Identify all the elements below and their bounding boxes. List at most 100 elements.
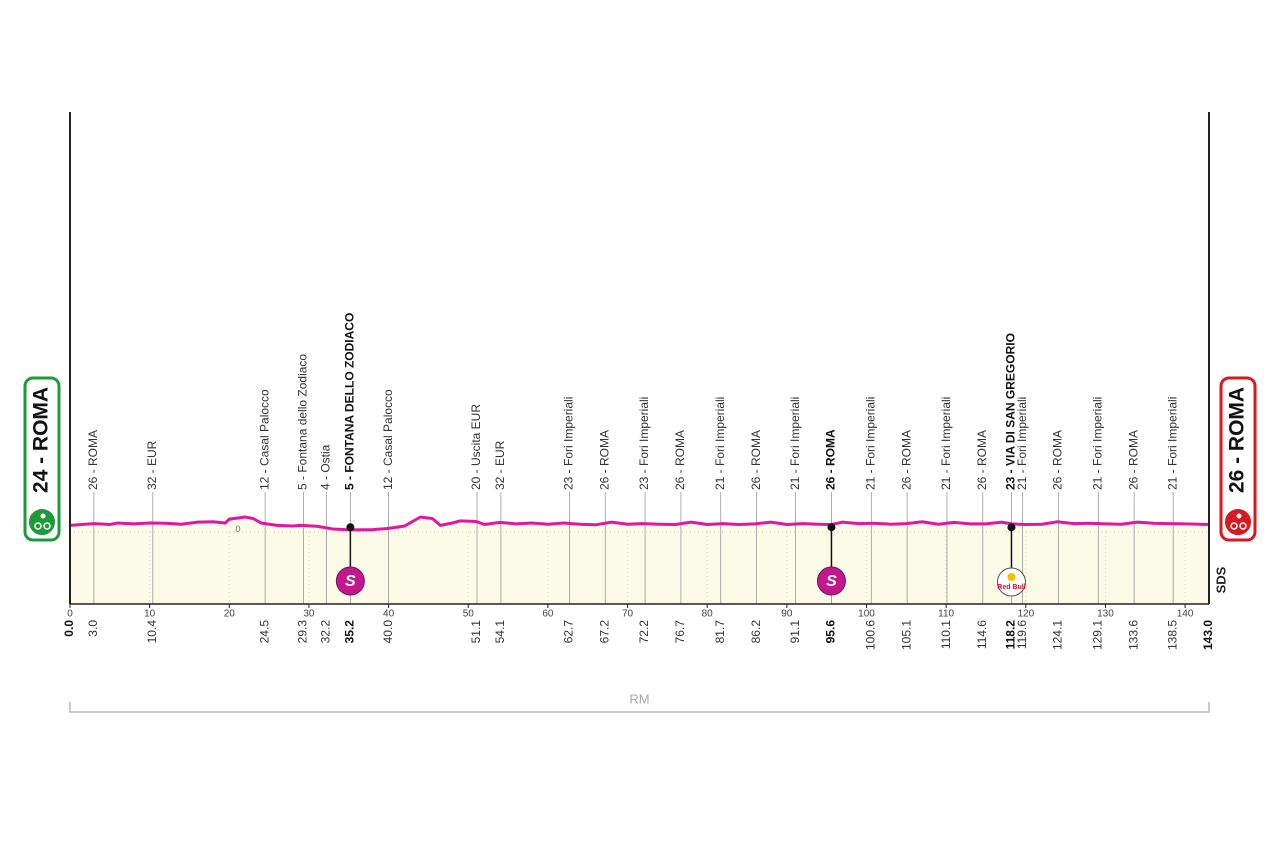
sprint-label: S bbox=[345, 573, 356, 590]
finish-badge bbox=[1219, 376, 1257, 542]
waypoint-name: 21 - Fori Imperiali bbox=[1015, 397, 1029, 490]
waypoint-name: 26 - ROMA bbox=[824, 429, 838, 490]
x-tick-label: 70 bbox=[622, 609, 634, 620]
km-label: 51.1 bbox=[469, 620, 483, 644]
km-label: 29.3 bbox=[296, 620, 310, 644]
km-label: 129.1 bbox=[1090, 620, 1104, 650]
finish-icon-head bbox=[1236, 513, 1242, 519]
sprint-dot bbox=[346, 523, 355, 532]
waypoint-name: 26 - ROMA bbox=[1126, 430, 1140, 490]
finish-icon-wheel bbox=[1230, 522, 1238, 530]
km-label: 81.7 bbox=[713, 620, 727, 644]
waypoint-name: 26 - ROMA bbox=[1051, 430, 1065, 490]
bonus-dot bbox=[1007, 523, 1016, 532]
start-icon bbox=[27, 507, 57, 537]
y-tick-label: 0 bbox=[235, 524, 240, 534]
profile-line bbox=[69, 515, 1210, 532]
sprint-icon bbox=[816, 566, 846, 596]
bonus-sun bbox=[1007, 573, 1016, 581]
sprint-dot bbox=[827, 523, 836, 532]
waypoint-name: 32 - EUR bbox=[145, 440, 159, 490]
km-label: 3.0 bbox=[86, 620, 100, 637]
waypoint-name: 21 - Fori Imperiali bbox=[1090, 397, 1104, 490]
waypoint-name: 20 - Uscita EUR bbox=[469, 404, 483, 490]
waypoint-name: 26 - ROMA bbox=[86, 430, 100, 490]
start-icon-wheel bbox=[43, 522, 51, 530]
km-label: 110.1 bbox=[939, 620, 953, 649]
km-label: 105.1 bbox=[899, 620, 913, 650]
waypoint-name: 23 - Fori Imperiali bbox=[562, 397, 576, 490]
waypoint-name: 26 - ROMA bbox=[975, 430, 989, 490]
waypoint-name: 26 - ROMA bbox=[597, 430, 611, 490]
km-label: 100.6 bbox=[863, 620, 877, 650]
waypoint-name: 26 - ROMA bbox=[899, 430, 913, 490]
x-tick-label: 140 bbox=[1177, 609, 1194, 620]
km-label: 62.7 bbox=[562, 620, 576, 644]
x-tick-label: 120 bbox=[1017, 609, 1034, 620]
region-bracket bbox=[69, 702, 1210, 713]
profile-area bbox=[70, 517, 1209, 604]
waypoint-name: 21 - Fori Imperiali bbox=[939, 397, 953, 490]
x-tick-label: 90 bbox=[781, 609, 793, 620]
waypoint-name: 12 - Casal Palocco bbox=[257, 389, 271, 490]
km-label: 95.6 bbox=[824, 620, 838, 644]
bonus-icon bbox=[996, 567, 1026, 597]
km-label: 54.1 bbox=[493, 620, 507, 644]
finish-icon-wheel bbox=[1239, 522, 1247, 530]
km-label: 114.6 bbox=[975, 620, 989, 649]
waypoint-name: 32 - EUR bbox=[493, 440, 507, 490]
waypoint-name: 26 - ROMA bbox=[673, 430, 687, 490]
x-tick-label: 100 bbox=[858, 609, 875, 620]
km-label: 35.2 bbox=[343, 620, 357, 644]
finish-icon bbox=[1223, 507, 1253, 537]
waypoint-name: 5 - Fontana dello Zodiaco bbox=[296, 354, 310, 490]
waypoint-name: 5 - FONTANA DELLO ZODIACO bbox=[343, 313, 357, 490]
waypoint-name: 23 - Fori Imperiali bbox=[637, 397, 651, 490]
x-tick-label: 40 bbox=[383, 609, 395, 620]
start-badge bbox=[23, 376, 61, 542]
waypoint-name: 23 - VIA DI SAN GREGORIO bbox=[1004, 333, 1018, 490]
region-label: RM bbox=[629, 691, 649, 706]
sprint-label: S bbox=[826, 573, 837, 590]
km-label: 40.0 bbox=[381, 620, 395, 644]
start-icon-head bbox=[40, 513, 46, 519]
km-label: 24.5 bbox=[257, 620, 271, 644]
km-label: 143.0 bbox=[1201, 620, 1215, 650]
km-label: 67.2 bbox=[597, 620, 611, 644]
km-label: 72.2 bbox=[637, 620, 651, 644]
km-label: 10.4 bbox=[145, 620, 159, 644]
brand: SDS bbox=[1213, 566, 1228, 593]
waypoint-name: 21 - Fori Imperiali bbox=[1165, 397, 1179, 490]
x-tick-label: 10 bbox=[144, 609, 156, 620]
waypoint-name: 21 - Fori Imperiali bbox=[788, 397, 802, 490]
x-tick-label: 130 bbox=[1097, 609, 1114, 620]
x-tick-label: 80 bbox=[702, 609, 714, 620]
x-tick-label: 20 bbox=[224, 609, 236, 620]
bonus-label: Red Bull bbox=[997, 584, 1025, 591]
km-label: 91.1 bbox=[788, 620, 802, 644]
waypoint-name: 4 - Ostia bbox=[319, 444, 333, 490]
x-tick-label: 30 bbox=[303, 609, 315, 620]
start-name: 24 - ROMA bbox=[30, 387, 53, 493]
km-label: 76.7 bbox=[673, 620, 687, 644]
waypoint-name: 21 - Fori Imperiali bbox=[713, 397, 727, 490]
waypoint-name: 26 - ROMA bbox=[749, 430, 763, 490]
km-label: 119.6 bbox=[1015, 620, 1029, 649]
km-label: 118.2 bbox=[1004, 620, 1018, 650]
km-label: 86.2 bbox=[749, 620, 763, 644]
x-tick-label: 0 bbox=[67, 609, 73, 620]
start-icon-wheel bbox=[34, 522, 42, 530]
waypoint-name: 21 - Fori Imperiali bbox=[863, 397, 877, 490]
km-label: 124.1 bbox=[1051, 620, 1065, 650]
waypoint-name: 12 - Casal Palocco bbox=[381, 389, 395, 490]
x-tick-label: 60 bbox=[542, 609, 554, 620]
km-label: 138.5 bbox=[1165, 620, 1179, 650]
sprint-icon bbox=[335, 566, 365, 596]
km-label: 0.0 bbox=[62, 620, 76, 637]
finish-name: 26 - ROMA bbox=[1226, 387, 1249, 493]
km-label: 133.6 bbox=[1126, 620, 1140, 650]
x-tick-label: 50 bbox=[463, 609, 475, 620]
km-label: 32.2 bbox=[319, 620, 333, 644]
x-tick-label: 110 bbox=[938, 609, 954, 620]
